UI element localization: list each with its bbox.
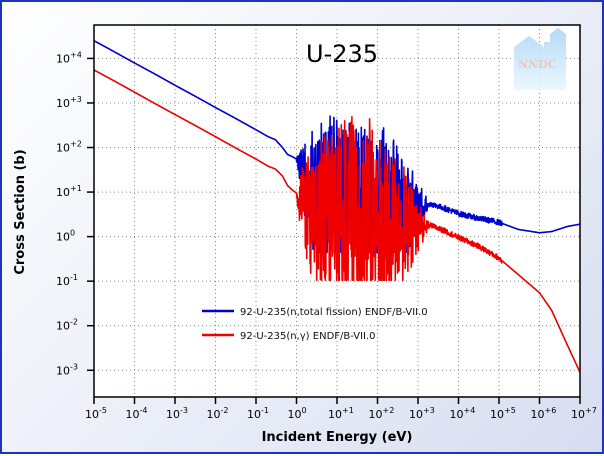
x-tick-label: 10+6 — [531, 406, 557, 421]
legend-label: 92-U-235(n,total fission) ENDF/B-VII.0 — [240, 307, 428, 318]
x-tick-label: 10-4 — [126, 406, 148, 421]
legend-label: 92-U-235(n,γ) ENDF/B-VII.0 — [240, 331, 376, 342]
x-tick-label: 10-2 — [207, 406, 229, 421]
x-tick-label: 10-1 — [247, 406, 269, 421]
data-series-group — [94, 39, 580, 374]
gridlines — [93, 25, 581, 397]
x-tick-label: 10-5 — [85, 406, 107, 421]
fission-curve — [94, 39, 580, 254]
capture-curve — [94, 69, 580, 374]
x-axis-title: Incident Energy (eV) — [262, 430, 413, 445]
y-axis-ticks: 10+4 10+3 10+2 10+1 100 10-1 10-2 10-3 — [56, 50, 94, 377]
y-tick-label: 10+2 — [56, 140, 82, 155]
y-tick-label: 10+1 — [56, 184, 82, 199]
y-tick-label: 10-2 — [56, 318, 78, 333]
x-tick-label: 10-3 — [166, 406, 188, 421]
nndc-watermark-label: NNDC — [518, 58, 557, 71]
x-tick-label: 10+1 — [328, 406, 354, 421]
nndc-watermark: NNDC — [514, 28, 566, 90]
y-tick-label: 10-3 — [56, 362, 78, 377]
chart-title: U-235 — [306, 40, 378, 68]
x-axis-ticks: 10-5 10-4 10-3 10-2 10-1 100 10+1 10+2 10+3 10+4 1… — [85, 397, 597, 421]
x-tick-label: 10+7 — [571, 406, 597, 421]
legend: 92-U-235(n,total fission) ENDF/B-VII.0 92… — [202, 307, 428, 342]
y-tick-label: 100 — [56, 229, 75, 244]
y-tick-label: 10+4 — [56, 50, 82, 65]
x-tick-label: 10+5 — [490, 406, 516, 421]
x-tick-label: 10+3 — [409, 406, 435, 421]
x-tick-label: 10+2 — [369, 406, 395, 421]
y-tick-label: 10+3 — [56, 95, 82, 110]
x-tick-label: 10+4 — [450, 406, 476, 421]
y-axis-title: Cross Section (b) — [13, 149, 28, 274]
x-tick-label: 100 — [288, 406, 307, 421]
nndc-building-icon — [514, 28, 566, 90]
y-tick-label: 10-1 — [56, 273, 78, 288]
